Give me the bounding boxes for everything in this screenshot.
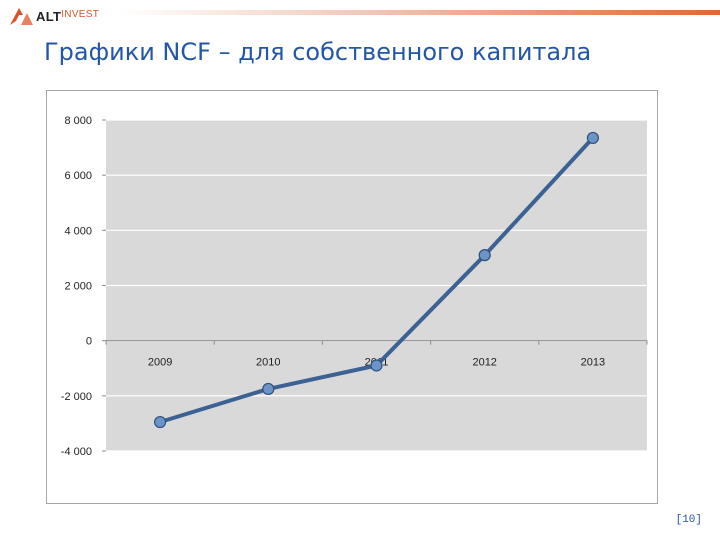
logo-text-invest: INVEST [61, 8, 100, 20]
y-tick-label: 6 000 [64, 170, 92, 182]
chart-frame: 8 000 6 000 4 000 2 000 0 -2 000 -4 000 2009 201… [46, 90, 658, 504]
logo-text: ALTINVEST [36, 9, 99, 24]
page-number: [10] [675, 514, 702, 526]
logo-text-alt: ALT [36, 8, 62, 24]
line-chart: 8 000 6 000 4 000 2 000 0 -2 000 -4 000 2009 201… [61, 115, 648, 458]
data-point [478, 249, 491, 262]
x-tick-label: 2013 [581, 357, 605, 369]
x-tick-label: 2009 [148, 357, 172, 369]
y-tick-label: 0 [86, 336, 92, 348]
data-point [586, 131, 600, 145]
y-tick-label: -4 000 [61, 446, 92, 458]
y-tick-label: 8 000 [64, 115, 92, 127]
logo: ALTINVEST [8, 4, 99, 28]
data-point [262, 382, 275, 396]
data-point [153, 415, 167, 429]
x-tick-label: 2010 [256, 357, 280, 369]
logo-icon [10, 8, 33, 25]
y-tick-label: 4 000 [64, 225, 92, 237]
data-point [370, 359, 383, 372]
header-accent-bar [120, 10, 720, 15]
x-tick-label: 2012 [472, 357, 496, 369]
slide-title: Графики NCF – для собственного капитала [44, 38, 592, 66]
y-tick-label: -2 000 [61, 391, 92, 403]
y-tick-label: 2 000 [64, 281, 92, 293]
